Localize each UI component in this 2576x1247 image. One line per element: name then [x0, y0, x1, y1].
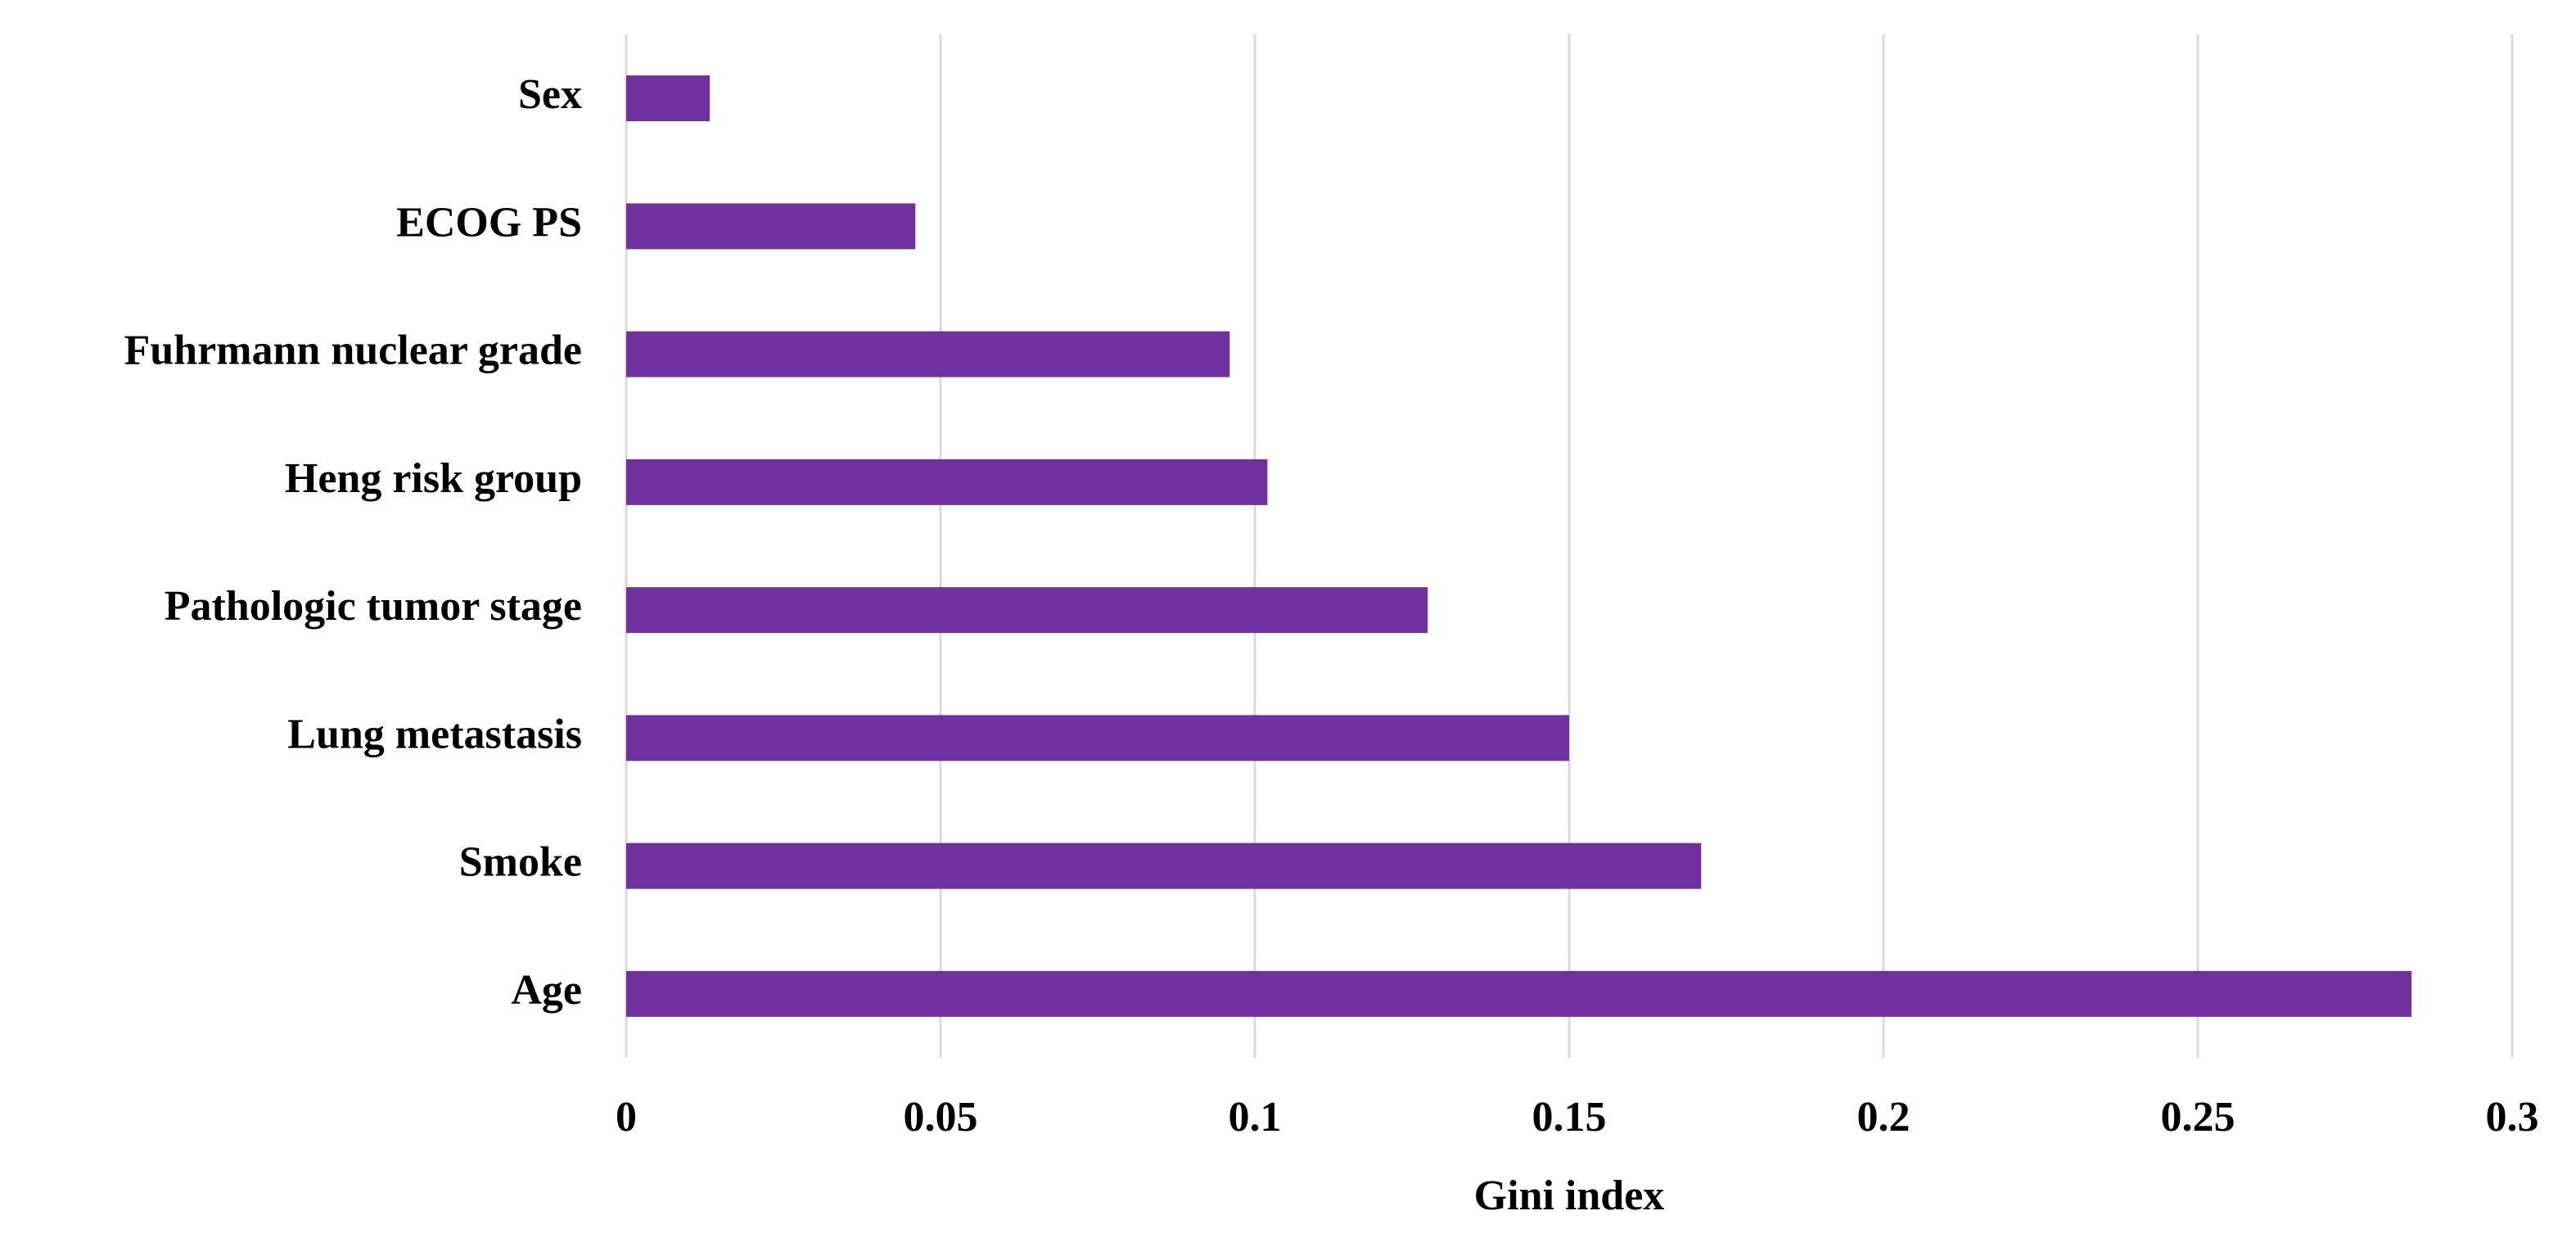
bar [626, 203, 916, 250]
x-tick-label: 0.05 [904, 1094, 978, 1141]
y-tick-label: Smoke [459, 839, 582, 886]
y-tick-label: Age [511, 967, 582, 1014]
x-tick-label: 0.25 [2161, 1094, 2235, 1141]
bar [626, 331, 1230, 377]
bar [626, 843, 1702, 889]
y-tick-label: Sex [518, 71, 582, 118]
bar [626, 970, 2412, 1017]
x-tick-label: 0.2 [1857, 1094, 1911, 1141]
bar [626, 75, 711, 122]
y-tick-label: Lung metastasis [287, 711, 582, 757]
bar [626, 587, 1428, 634]
x-tick-label: 0.15 [1532, 1094, 1607, 1141]
x-tick-label: 0 [616, 1094, 637, 1141]
y-tick-label: Heng risk group [285, 455, 582, 502]
y-tick-label: Fuhrmann nuclear grade [124, 328, 582, 374]
bar [626, 715, 1569, 761]
x-axis-title: Gini index [1474, 1172, 1665, 1219]
y-tick-label: Pathologic tumor stage [165, 583, 582, 630]
x-tick-label: 0.1 [1229, 1094, 1282, 1141]
bar [626, 459, 1268, 505]
x-tick-label: 0.3 [2486, 1094, 2539, 1141]
y-tick-label: ECOG PS [396, 199, 582, 246]
